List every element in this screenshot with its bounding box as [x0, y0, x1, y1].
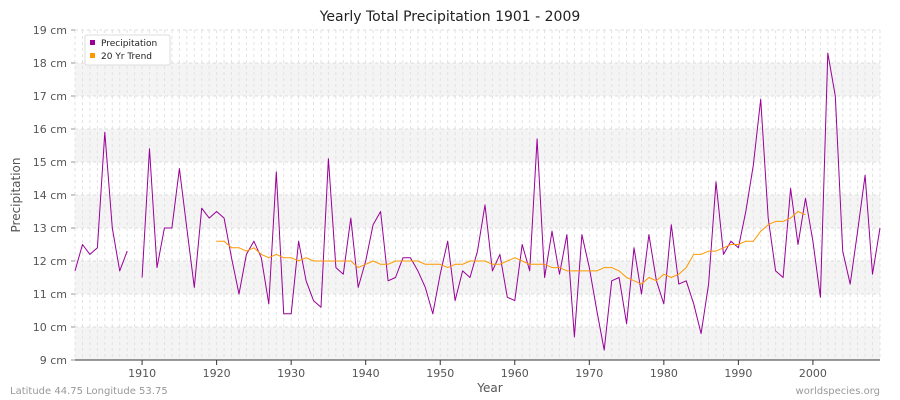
x-axis-ticks: 1910 1920 1930 1940 1950 1960 1970 1980 1990 2000 — [128, 360, 827, 380]
x-tick-label: 1980 — [650, 367, 678, 380]
legend-box — [84, 34, 171, 66]
x-tick-label: 1960 — [501, 367, 529, 380]
precipitation-series-line — [74, 52, 881, 351]
x-axis-title: Year — [476, 381, 502, 395]
x-tick-label: 2000 — [799, 367, 827, 380]
footer-location: Latitude 44.75 Longitude 53.75 — [10, 386, 168, 397]
band-10 — [75, 294, 880, 327]
legend: Precipitation 20 Yr Trend — [84, 34, 171, 66]
band-14 — [75, 162, 880, 195]
x-tick-label: 1930 — [277, 367, 305, 380]
y-tick-label: 12 cm — [33, 255, 67, 268]
y-tick-label: 14 cm — [33, 189, 67, 202]
band-12 — [75, 228, 880, 261]
y-tick-label: 16 cm — [33, 123, 67, 136]
y-tick-label: 15 cm — [33, 156, 67, 169]
legend-swatch-precipitation — [90, 40, 95, 45]
chart-title: Yearly Total Precipitation 1901 - 2009 — [319, 9, 581, 25]
y-tick-label: 9 cm — [40, 354, 67, 367]
band-18 — [75, 30, 880, 63]
series-lines — [74, 52, 881, 351]
x-tick-label: 1970 — [575, 367, 603, 380]
trend-series-line — [216, 211, 806, 285]
y-axis-ticks: 9 cm 10 cm 11 cm 12 cm 13 cm 14 cm 15 cm 16 cm 1… — [33, 24, 75, 367]
y-axis-title: Precipitation — [9, 157, 23, 232]
y-tick-label: 13 cm — [33, 222, 67, 235]
y-tick-label: 17 cm — [33, 90, 67, 103]
legend-label-trend: 20 Yr Trend — [101, 52, 152, 62]
x-tick-label: 1940 — [352, 367, 380, 380]
legend-swatch-trend — [90, 53, 95, 58]
x-tick-label: 1950 — [426, 367, 454, 380]
footer-source: worldspecies.org — [796, 386, 880, 397]
band-16 — [75, 96, 880, 129]
legend-label-precipitation: Precipitation — [101, 39, 157, 49]
x-tick-label: 1990 — [724, 367, 752, 380]
grid-lines — [74, 29, 881, 361]
y-tick-label: 10 cm — [33, 321, 67, 334]
x-tick-label: 1910 — [128, 367, 156, 380]
y-tick-label: 19 cm — [33, 24, 67, 37]
y-tick-label: 11 cm — [33, 288, 67, 301]
x-tick-label: 1920 — [203, 367, 231, 380]
y-tick-label: 18 cm — [33, 57, 67, 70]
